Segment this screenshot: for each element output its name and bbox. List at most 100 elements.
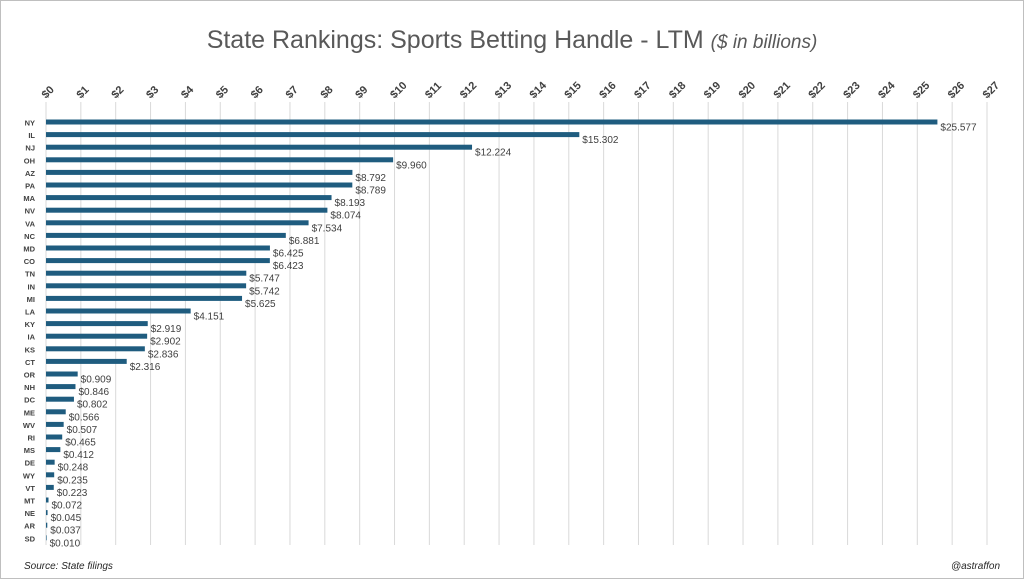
bar-ct: [46, 358, 127, 364]
category-label: DC: [24, 396, 35, 405]
data-label: $5.742: [249, 286, 280, 297]
x-tick-label: $8: [318, 84, 335, 101]
x-tick-label: $10: [388, 80, 409, 101]
bar-ms: [46, 447, 61, 453]
category-label: MA: [23, 194, 35, 203]
data-label: $0.010: [50, 538, 81, 549]
data-label: $6.881: [289, 236, 320, 247]
bar-nc: [46, 232, 286, 238]
category-label: KY: [25, 320, 35, 329]
gridlines: [45, 102, 988, 545]
x-tick-label: $14: [528, 79, 550, 101]
category-label: WV: [23, 421, 35, 430]
bar-wy: [46, 472, 55, 478]
x-tick-label: $25: [911, 80, 932, 101]
data-label: $0.909: [81, 375, 112, 386]
data-label: $5.747: [249, 274, 280, 285]
data-label: $0.248: [58, 463, 89, 474]
category-label: SD: [25, 534, 36, 543]
bar-me: [46, 409, 66, 415]
bar-ks: [46, 346, 145, 352]
category-label: TN: [25, 270, 35, 279]
bar-co: [46, 258, 270, 264]
category-label: MD: [23, 245, 35, 254]
category-label: CT: [25, 358, 35, 367]
bar-md: [46, 245, 270, 251]
data-label: $0.223: [57, 488, 88, 499]
data-label: $6.423: [273, 261, 304, 272]
x-tick-label: $16: [597, 80, 618, 101]
data-label: $2.836: [148, 349, 179, 360]
category-label: NJ: [25, 144, 35, 153]
x-tick-label: $18: [667, 80, 688, 101]
x-tick-label: $13: [493, 80, 514, 101]
category-label: LA: [25, 308, 36, 317]
data-label: $0.802: [77, 400, 108, 411]
category-label: NY: [25, 119, 35, 128]
category-label: OR: [24, 371, 36, 380]
data-label: $0.507: [67, 425, 98, 436]
x-tick-label: $27: [981, 80, 1002, 101]
bar-nv: [46, 207, 328, 213]
category-label: AZ: [25, 169, 35, 178]
category-label: WY: [23, 471, 35, 480]
bar-sd: [46, 535, 47, 541]
data-label: $0.412: [63, 450, 94, 461]
bar-va: [46, 220, 309, 226]
bar-or: [46, 371, 78, 377]
chart-title: State Rankings: Sports Betting Handle - …: [0, 26, 1024, 55]
bar-ky: [46, 321, 148, 327]
bar-mt: [46, 497, 49, 503]
bar-ia: [46, 333, 148, 339]
data-label: $4.151: [194, 312, 225, 323]
chart-title-text: State Rankings: Sports Betting Handle - …: [206, 26, 704, 54]
bar-ar: [46, 522, 48, 528]
data-label: $9.960: [396, 160, 427, 171]
bar-oh: [46, 157, 394, 163]
data-label: $15.302: [582, 135, 619, 146]
x-tick-label: $22: [806, 80, 827, 101]
category-label: NV: [25, 207, 35, 216]
bar-mi: [46, 295, 243, 301]
data-label: $2.919: [151, 324, 182, 335]
data-label: $0.566: [69, 412, 100, 423]
bar-de: [46, 459, 55, 465]
bar-wv: [46, 421, 64, 427]
data-label: $2.902: [150, 337, 181, 348]
x-tick-label: $17: [632, 80, 653, 101]
data-label: $8.074: [330, 211, 361, 222]
bars: [46, 119, 938, 541]
bar-la: [46, 308, 191, 314]
bar-ne: [46, 510, 48, 516]
bar-ri: [46, 434, 63, 440]
x-tick-label: $26: [946, 80, 967, 101]
x-tick-label: $24: [876, 79, 898, 101]
category-label: OH: [24, 156, 35, 165]
data-label: $25.577: [940, 123, 977, 134]
x-tick-label: $1: [74, 84, 91, 101]
x-axis-ticks: $0 $1 $2 $3 $4 $5 $6 $7 $8 $9 $10 $11 $12 $13 $14 $15 $1…: [40, 79, 1002, 101]
data-label: $0.846: [78, 387, 109, 398]
category-label: PA: [25, 182, 35, 191]
x-tick-label: $19: [702, 80, 723, 101]
y-axis-categories: NY IL NJ OH AZ PA MA NV VA NC MD CO TN IN MI LA KY IA KS CT…: [23, 119, 36, 544]
chart-subtitle: ($ in billions): [710, 32, 818, 53]
x-tick-label: $23: [841, 80, 862, 101]
bar-nh: [46, 384, 76, 390]
data-label: $0.072: [52, 501, 83, 512]
x-tick-label: $3: [144, 84, 161, 101]
data-label: $0.235: [57, 475, 88, 486]
bar-pa: [46, 182, 353, 188]
category-label: MI: [27, 295, 35, 304]
data-label: $8.789: [355, 186, 386, 197]
bar-ma: [46, 195, 332, 201]
data-label: $12.224: [475, 148, 512, 159]
category-label: IL: [28, 131, 35, 140]
x-tick-label: $5: [214, 84, 231, 101]
data-label: $0.045: [51, 513, 82, 524]
x-tick-label: $6: [249, 84, 266, 101]
data-labels: $25.577$15.302$12.224$9.960$8.792$8.789$…: [50, 123, 977, 550]
category-label: MT: [24, 497, 35, 506]
bar-in: [46, 283, 247, 289]
